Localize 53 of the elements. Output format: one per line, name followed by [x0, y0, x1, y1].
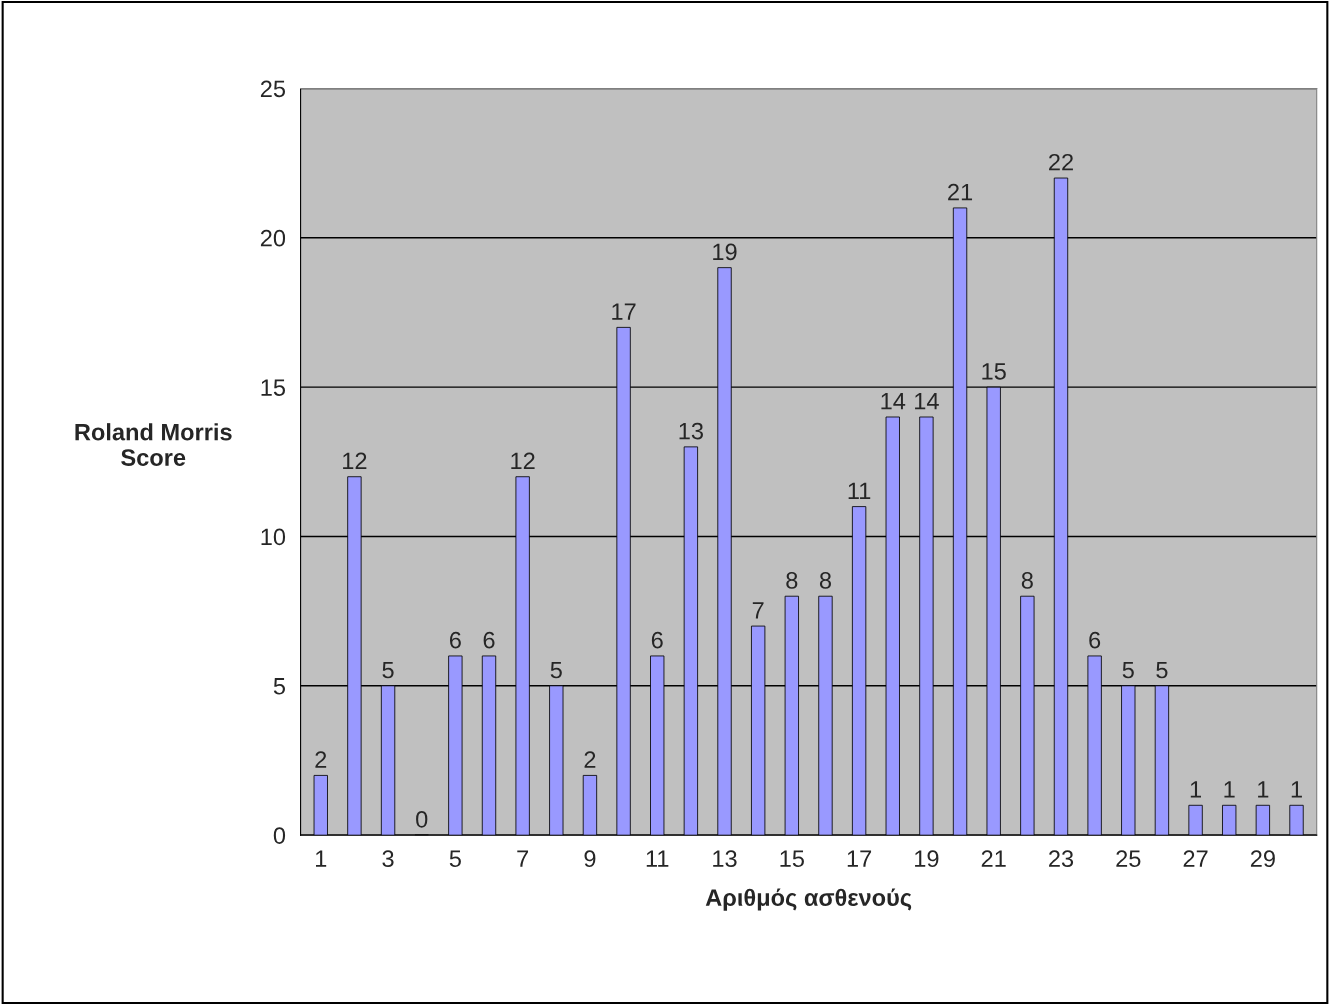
data-label: 1 — [1224, 781, 1235, 798]
data-label: 12 — [343, 452, 367, 470]
data-label: 6 — [651, 631, 663, 649]
x-tick-label: 19 — [915, 850, 939, 868]
x-tick-label: 9 — [584, 850, 596, 868]
x-tick-label: 7 — [517, 850, 529, 867]
data-label: 19 — [713, 243, 737, 261]
data-label: 6 — [1089, 631, 1101, 649]
data-label: 22 — [1049, 153, 1073, 171]
x-tick-label: 27 — [1183, 850, 1208, 867]
data-label: 1 — [1258, 781, 1269, 798]
data-label: 5 — [382, 661, 394, 679]
y-tick-label: 20 — [260, 229, 286, 247]
data-label: 1 — [1291, 781, 1302, 798]
data-label: 6 — [483, 631, 495, 649]
y-tick-label: 0 — [273, 827, 286, 844]
data-label: 8 — [819, 572, 831, 589]
data-label: 17 — [612, 303, 636, 320]
data-label: 11 — [848, 482, 871, 499]
x-tick-label: 13 — [713, 850, 737, 868]
y-tick-label: 10 — [261, 528, 286, 546]
data-label: 8 — [786, 572, 798, 589]
data-label: 0 — [416, 810, 428, 828]
x-axis-title: Αριθμός ασθενούς — [705, 888, 912, 911]
data-label: 5 — [1156, 661, 1168, 679]
x-tick-label: 5 — [449, 850, 461, 868]
x-tick-label: 25 — [1116, 850, 1141, 868]
data-label: 12 — [511, 452, 535, 470]
data-label: 14 — [915, 393, 939, 410]
x-tick-label: 21 — [981, 850, 1006, 867]
data-label: 8 — [1021, 572, 1033, 589]
data-label: 7 — [752, 602, 764, 619]
y-tick-label: 15 — [261, 379, 286, 396]
data-label: 14 — [881, 393, 906, 410]
data-label: 5 — [1122, 661, 1134, 679]
x-tick-label: 15 — [780, 850, 804, 868]
y-axis-title: Roland Morris Score — [75, 423, 232, 466]
data-label: 2 — [584, 751, 596, 768]
y-tick-label: 5 — [273, 678, 286, 695]
x-tick-label: 23 — [1049, 850, 1074, 868]
data-label: 15 — [982, 363, 1006, 380]
x-tick-label: 1 — [316, 850, 327, 867]
x-tick-label: 17 — [847, 850, 872, 867]
data-label: 6 — [449, 631, 461, 649]
data-label: 13 — [679, 422, 703, 440]
data-label: 21 — [948, 183, 973, 201]
data-label: 5 — [550, 661, 562, 679]
x-tick-label: 11 — [646, 850, 669, 867]
data-label: 2 — [315, 751, 327, 768]
data-label: 1 — [1190, 781, 1201, 798]
y-tick-label: 25 — [260, 80, 286, 98]
x-tick-label: 29 — [1250, 850, 1275, 868]
x-tick-label: 3 — [382, 850, 394, 868]
